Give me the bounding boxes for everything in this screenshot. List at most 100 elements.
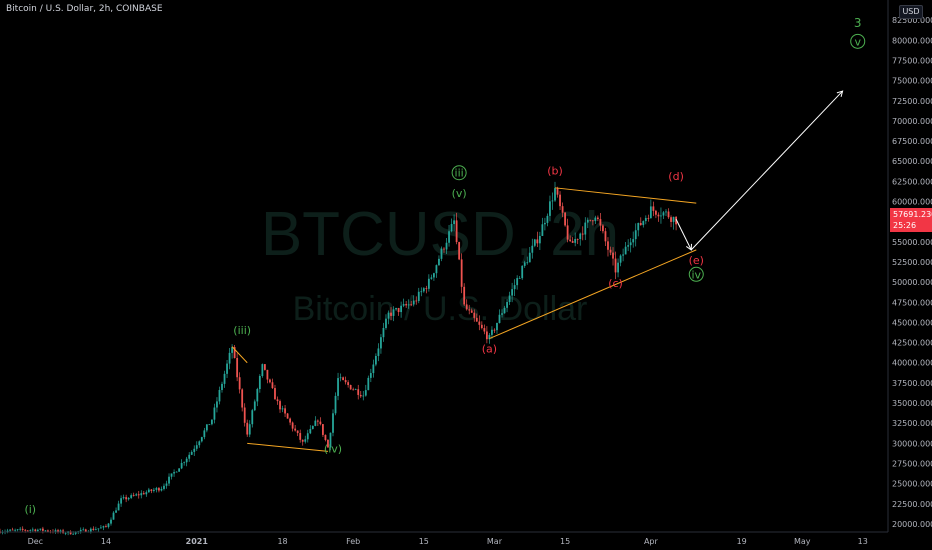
candle — [168, 473, 170, 486]
candle — [127, 497, 130, 501]
candle — [281, 405, 284, 413]
wave-label: (iii) — [233, 324, 251, 337]
candle — [453, 214, 455, 232]
candle — [147, 487, 150, 493]
candle — [576, 238, 579, 245]
candle — [82, 527, 85, 531]
last-price-countdown: 25:26 — [893, 221, 917, 230]
candle — [390, 307, 392, 321]
candle — [594, 215, 597, 225]
candle — [433, 272, 435, 281]
candle — [226, 360, 228, 378]
trendline[interactable] — [231, 346, 248, 364]
candle — [480, 321, 483, 330]
candle — [649, 199, 652, 219]
candle — [332, 409, 334, 437]
time-tick-label: 2021 — [186, 537, 209, 546]
wave-label: (i) — [24, 503, 36, 516]
candle — [115, 507, 117, 514]
price-tick-label: 32500.000 — [892, 419, 932, 428]
price-tick-label: 60000.000 — [892, 198, 932, 207]
candle — [591, 219, 594, 226]
wave-label: (iv) — [324, 442, 342, 455]
candle — [306, 429, 309, 443]
candle — [440, 246, 443, 262]
candle — [521, 265, 524, 280]
wave-label: (c) — [608, 277, 623, 290]
candle — [430, 274, 433, 280]
price-tick-label: 42500.000 — [892, 339, 932, 348]
candle — [112, 511, 115, 520]
wave-circle — [688, 266, 704, 282]
candle — [62, 528, 64, 534]
watermark-name: Bitcoin / U.S. Dollar — [293, 290, 588, 328]
candle — [105, 524, 107, 528]
symbol-title: Bitcoin / U.S. Dollar, 2h, COINBASE — [6, 4, 163, 14]
candle — [152, 487, 155, 493]
candle — [448, 225, 450, 247]
candle — [150, 488, 153, 494]
candle — [236, 353, 239, 382]
price-tick-label: 72500.000 — [892, 97, 932, 106]
trendline[interactable] — [554, 187, 697, 204]
candle — [205, 424, 208, 433]
candle — [551, 192, 554, 210]
candle — [516, 275, 519, 290]
candle — [501, 309, 503, 318]
projection-segment[interactable] — [690, 90, 843, 251]
candle — [478, 315, 481, 331]
candle — [438, 255, 440, 266]
candle — [392, 306, 395, 322]
time-tick-label: Apr — [644, 537, 659, 546]
price-tick-label: 82500.000 — [892, 16, 932, 25]
candle — [463, 283, 466, 307]
candle — [135, 492, 138, 497]
candle — [531, 238, 534, 259]
candle — [359, 391, 362, 398]
candle — [324, 434, 327, 442]
candle — [314, 416, 317, 427]
candle — [612, 247, 614, 266]
candle — [395, 307, 397, 311]
projection-arrow[interactable] — [675, 90, 844, 251]
trendlines-layer[interactable] — [231, 187, 697, 452]
candle — [561, 202, 564, 218]
candle — [586, 217, 589, 229]
currency-button[interactable]: USD — [899, 5, 923, 19]
candle — [286, 413, 289, 419]
price-tick-label: 67500.000 — [892, 137, 932, 146]
candle — [97, 528, 100, 532]
candle — [11, 527, 14, 531]
candle — [425, 285, 428, 294]
trendline[interactable] — [247, 442, 329, 452]
candle — [279, 399, 281, 413]
candle — [185, 456, 188, 467]
projection-segment[interactable] — [675, 219, 692, 251]
candle — [660, 207, 662, 224]
time-axis[interactable]: Dec 14 2021 18 Feb 15 Mar 15 Apr 19 May 13 — [28, 537, 868, 546]
candle — [485, 326, 488, 344]
trendline[interactable] — [489, 249, 697, 340]
price-tick-label: 27500.000 — [892, 459, 932, 468]
candle — [337, 372, 339, 401]
candle — [622, 248, 625, 262]
time-tick-label: 13 — [858, 537, 868, 546]
wave-label: iii — [455, 167, 464, 180]
candle — [213, 403, 216, 424]
candle — [647, 214, 650, 222]
candle — [173, 469, 175, 477]
candle — [624, 241, 627, 255]
candle — [327, 439, 329, 448]
candle — [607, 237, 609, 257]
price-axis[interactable]: 82500.000 80000.000 77500.000 75000.000 7250… — [892, 16, 932, 529]
price-tick-label: 30000.000 — [892, 439, 932, 448]
candle — [675, 216, 677, 231]
time-tick-label: Mar — [487, 537, 503, 546]
candle — [319, 417, 322, 426]
candles-layer — [0, 181, 677, 536]
candle — [165, 480, 168, 489]
wave-label: (v) — [452, 187, 467, 200]
candle — [541, 217, 544, 237]
candle — [294, 424, 297, 432]
